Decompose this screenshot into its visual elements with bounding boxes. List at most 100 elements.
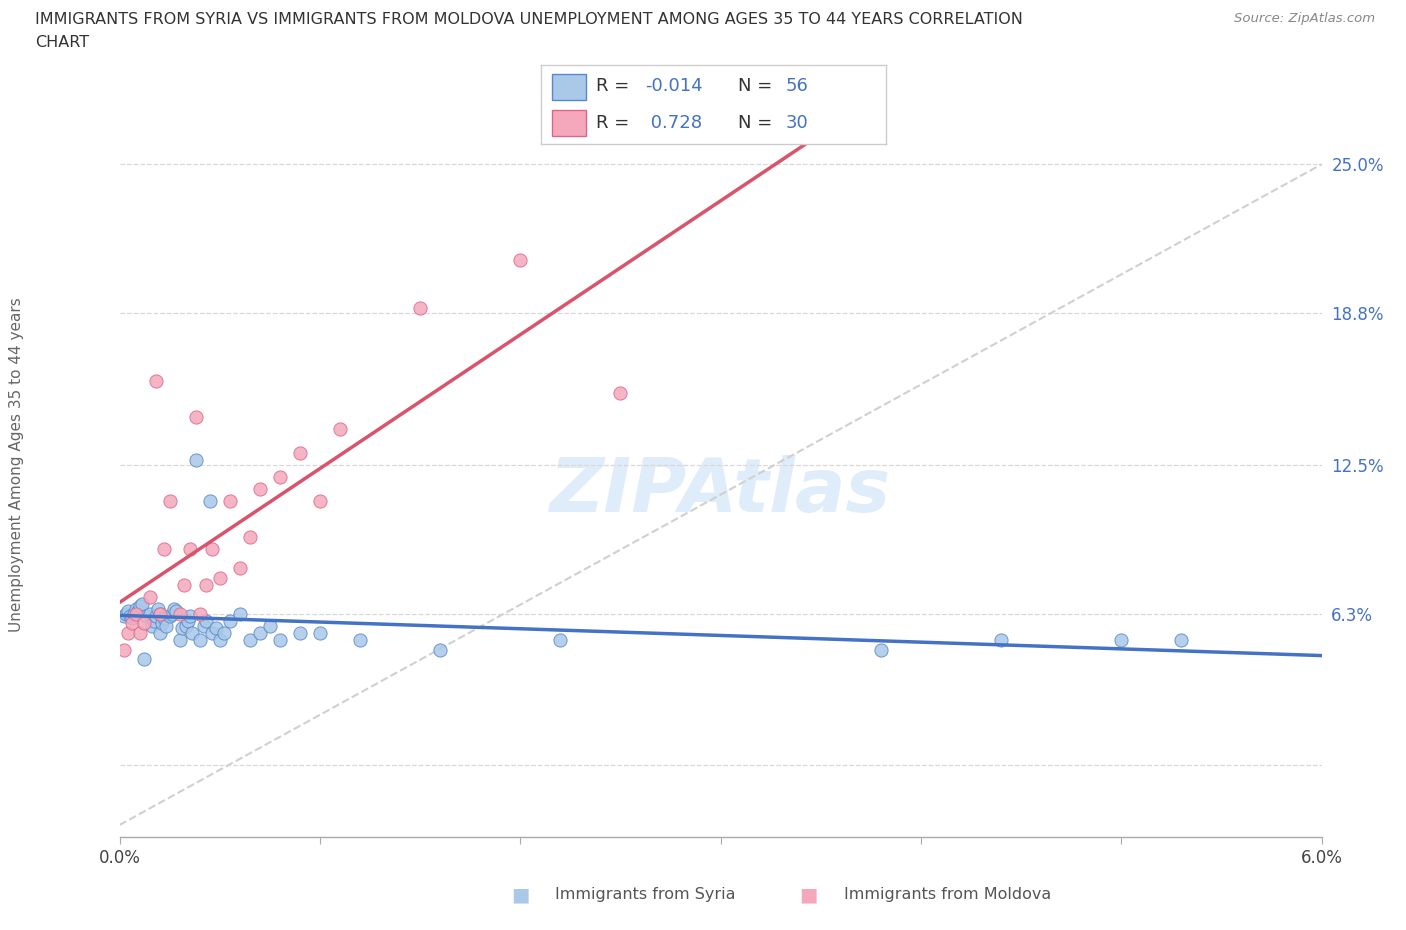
Point: [990, 632, 1012, 647]
Point: [249, 625, 271, 640]
Point: [122, 606, 145, 621]
Bar: [551, 110, 586, 137]
Text: ■: ■: [799, 885, 818, 904]
Text: Source: ZipAtlas.com: Source: ZipAtlas.com: [1234, 12, 1375, 25]
Point: [159, 493, 181, 508]
Point: [179, 541, 201, 556]
Point: [269, 632, 291, 647]
Point: [288, 445, 311, 460]
Point: [128, 599, 150, 614]
Point: [259, 618, 281, 633]
Point: [141, 618, 163, 633]
Point: [228, 561, 252, 576]
Point: [309, 493, 332, 508]
Point: [131, 596, 153, 611]
Point: [118, 608, 141, 623]
Text: 56: 56: [786, 77, 808, 96]
Text: N =: N =: [738, 77, 772, 96]
Point: [1111, 632, 1133, 647]
Text: Immigrants from Moldova: Immigrants from Moldova: [844, 887, 1050, 902]
Point: [155, 618, 177, 633]
Point: [188, 606, 211, 621]
Point: [150, 616, 173, 631]
Text: R =: R =: [596, 77, 630, 96]
Point: [169, 606, 191, 621]
Point: [117, 604, 139, 618]
Point: [121, 611, 143, 626]
Point: [212, 625, 235, 640]
Text: R =: R =: [596, 113, 630, 132]
Text: IMMIGRANTS FROM SYRIA VS IMMIGRANTS FROM MOLDOVA UNEMPLOYMENT AMONG AGES 35 TO 4: IMMIGRANTS FROM SYRIA VS IMMIGRANTS FROM…: [35, 12, 1024, 27]
Point: [349, 632, 371, 647]
Point: [184, 409, 207, 424]
Point: [170, 620, 193, 635]
Text: ZIPAtlas: ZIPAtlas: [550, 455, 891, 527]
Point: [145, 373, 167, 388]
Point: [1170, 632, 1192, 647]
Point: [193, 618, 215, 633]
Point: [208, 570, 231, 585]
Point: [132, 652, 155, 667]
Point: [173, 578, 195, 592]
Point: [152, 541, 174, 556]
Point: [409, 301, 432, 316]
Point: [152, 611, 174, 626]
Point: [142, 614, 165, 629]
Point: [198, 493, 221, 508]
Point: [165, 604, 187, 618]
Point: [176, 614, 198, 629]
Point: [145, 608, 167, 623]
Point: [169, 632, 191, 647]
Point: [228, 606, 252, 621]
Point: [159, 608, 181, 623]
Point: [194, 578, 217, 592]
Point: [509, 253, 531, 268]
Point: [239, 632, 262, 647]
Point: [249, 481, 271, 496]
Point: [149, 625, 172, 640]
Point: [121, 616, 143, 631]
Point: [135, 608, 157, 623]
Point: [112, 608, 135, 623]
Point: [269, 470, 291, 485]
Point: [218, 493, 240, 508]
Text: 0.728: 0.728: [645, 113, 702, 132]
Point: [239, 529, 262, 544]
Point: [127, 604, 149, 618]
Point: [160, 606, 183, 621]
Point: [162, 602, 184, 617]
Text: 30: 30: [786, 113, 808, 132]
Point: [114, 606, 136, 621]
Point: [124, 606, 146, 621]
Point: [329, 421, 352, 436]
Point: [429, 642, 451, 657]
Point: [609, 385, 631, 400]
Point: [179, 608, 201, 623]
Point: [184, 452, 207, 467]
Text: Unemployment Among Ages 35 to 44 years: Unemployment Among Ages 35 to 44 years: [10, 298, 24, 632]
Point: [201, 625, 224, 640]
Point: [132, 616, 155, 631]
Point: [188, 632, 211, 647]
Point: [869, 642, 891, 657]
Point: [128, 625, 150, 640]
Point: [124, 602, 146, 617]
Point: [112, 642, 135, 657]
Text: Immigrants from Syria: Immigrants from Syria: [555, 887, 735, 902]
Point: [180, 625, 202, 640]
Text: N =: N =: [738, 113, 772, 132]
Point: [201, 541, 224, 556]
Point: [146, 602, 169, 617]
Point: [149, 606, 172, 621]
Point: [309, 625, 332, 640]
Text: ■: ■: [510, 885, 530, 904]
Point: [138, 606, 160, 621]
Point: [288, 625, 311, 640]
Point: [208, 632, 231, 647]
Point: [218, 614, 240, 629]
Point: [149, 606, 172, 621]
Text: CHART: CHART: [35, 35, 89, 50]
Point: [138, 590, 160, 604]
Point: [194, 614, 217, 629]
Point: [548, 632, 571, 647]
